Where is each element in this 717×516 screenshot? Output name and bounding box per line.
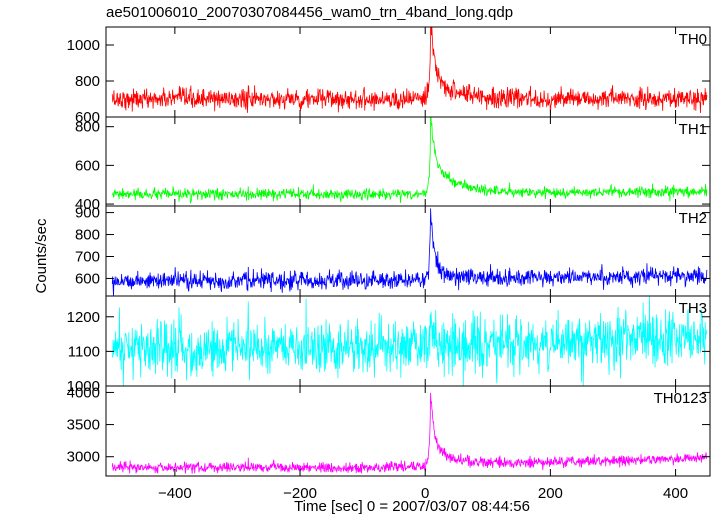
series-th0123-line	[111, 392, 708, 474]
panel-label-th3: TH3	[679, 300, 707, 317]
x-tick-label: −200	[283, 485, 317, 502]
y-tick-label: 700	[75, 248, 100, 265]
panel-label-th0123: TH0123	[654, 390, 707, 407]
y-tick-label: 400	[75, 196, 100, 213]
y-tick-label: 800	[75, 73, 100, 90]
panel-th0123: 3000 3500 4000 TH0123	[67, 384, 711, 477]
panel-th1: 400 600 800 TH1	[75, 116, 711, 213]
x-tick-label: 0	[421, 485, 429, 502]
x-tick-label: 200	[538, 485, 563, 502]
series-th1-line	[111, 116, 708, 204]
series-th3-line	[111, 295, 708, 387]
y-tick-label: 900	[75, 205, 100, 222]
y-tick-label: 3000	[67, 449, 100, 466]
y-axis-label: Counts/sec	[33, 218, 50, 294]
panel-label-th1: TH1	[679, 121, 707, 138]
y-tick-label: 3500	[67, 417, 100, 434]
y-tick-label: 600	[75, 109, 100, 126]
panel-label-th2: TH2	[679, 210, 707, 227]
y-tick-label: 600	[75, 270, 100, 287]
y-tick-label: 1000	[67, 378, 100, 395]
y-tick-label: 4000	[67, 384, 100, 401]
y-tick-label: 600	[75, 157, 100, 174]
y-tick-label: 1200	[67, 309, 100, 326]
x-axis-label: Time [sec] 0 = 2007/03/07 08:44:56	[294, 498, 530, 515]
panel-th3: 1000 1100 1200 TH3	[67, 295, 711, 395]
plot-title: ae501006010_20070307084456_wam0_trn_4ban…	[106, 4, 513, 21]
panel-frame	[105, 385, 711, 477]
y-tick-label: 1100	[68, 343, 100, 360]
series-th2-line	[111, 208, 708, 296]
x-tick-label: 400	[663, 485, 688, 502]
x-tick-label: −400	[158, 485, 192, 502]
panel-th0: 600 800 1000 TH0	[67, 26, 711, 126]
y-tick-label: 1000	[67, 37, 100, 54]
y-tick-label: 800	[75, 119, 100, 136]
panel-th2: 600 700 800 900 TH2	[75, 205, 711, 297]
y-tick-label: 800	[75, 227, 100, 244]
series-th0-line	[111, 26, 708, 115]
panel-label-th0: TH0	[679, 31, 707, 48]
